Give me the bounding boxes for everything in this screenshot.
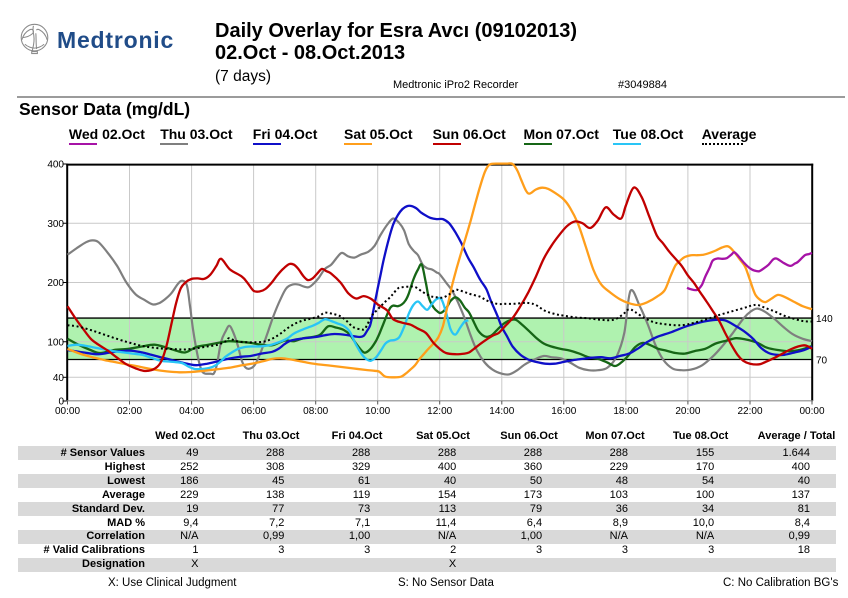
- svg-text:100: 100: [47, 337, 64, 348]
- svg-text:00:00: 00:00: [799, 406, 824, 417]
- svg-text:16:00: 16:00: [551, 406, 576, 417]
- svg-text:02:00: 02:00: [117, 406, 142, 417]
- svg-text:10:00: 10:00: [365, 406, 390, 417]
- svg-text:14:00: 14:00: [489, 406, 514, 417]
- svg-text:20:00: 20:00: [675, 406, 700, 417]
- svg-text:12:00: 12:00: [427, 406, 452, 417]
- svg-text:40: 40: [53, 373, 65, 384]
- svg-text:04:00: 04:00: [179, 406, 204, 417]
- svg-text:06:00: 06:00: [241, 406, 266, 417]
- svg-text:00:00: 00:00: [55, 406, 80, 417]
- svg-text:300: 300: [47, 219, 64, 230]
- svg-text:08:00: 08:00: [303, 406, 328, 417]
- svg-text:70: 70: [816, 356, 828, 367]
- svg-text:140: 140: [816, 314, 833, 325]
- svg-text:200: 200: [47, 278, 64, 289]
- svg-text:0: 0: [58, 397, 64, 408]
- svg-text:400: 400: [47, 160, 64, 171]
- svg-text:22:00: 22:00: [737, 406, 762, 417]
- svg-text:18:00: 18:00: [613, 406, 638, 417]
